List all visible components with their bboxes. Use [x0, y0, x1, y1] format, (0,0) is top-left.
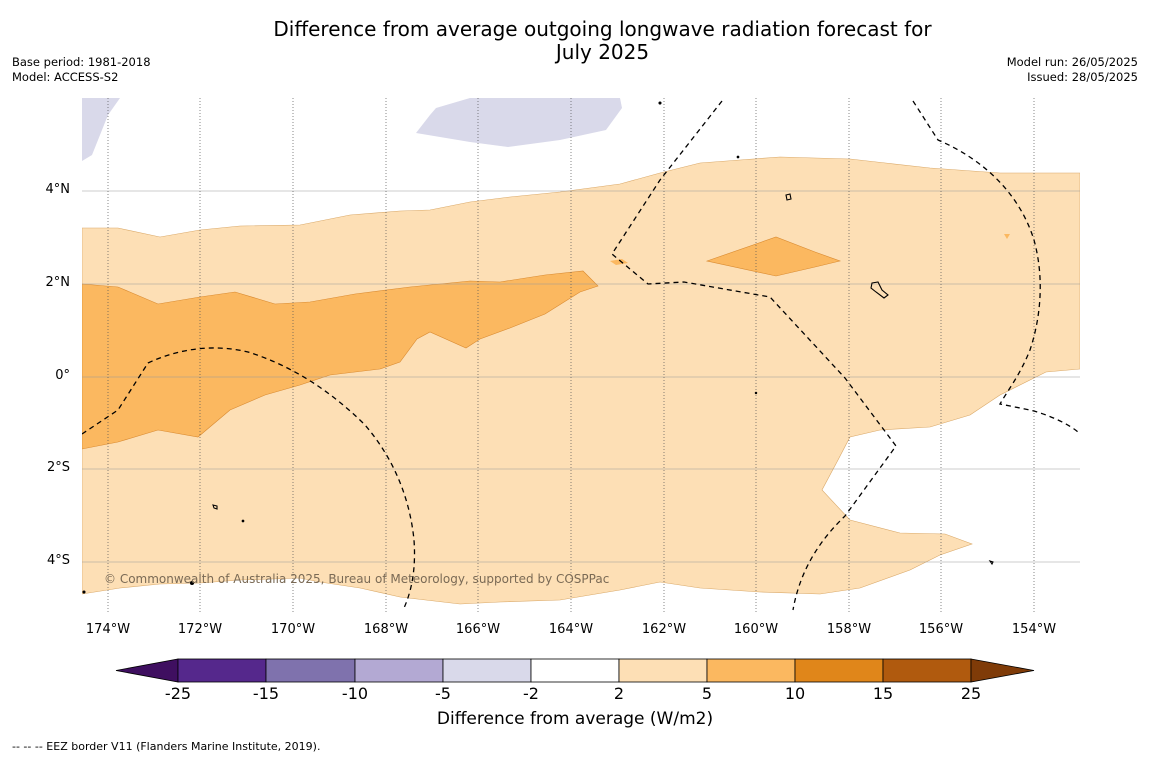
region-2-to-5: [82, 156, 1080, 605]
longitude-label: 154°W: [1011, 622, 1057, 637]
latitude-label: 4°N: [45, 182, 71, 197]
longitude-label: 162°W: [641, 622, 687, 637]
region-5-to-10-small: [705, 236, 842, 277]
colorbar-tick-label: 10: [784, 684, 806, 703]
meta-left: Base period: 1981-2018 Model: ACCESS-S2: [12, 55, 151, 85]
region-5-to-10-dot: [610, 259, 628, 265]
island: [736, 155, 740, 159]
latitude-label: 2°S: [46, 460, 70, 475]
title-line-1: Difference from average outgoing longwav…: [273, 17, 932, 41]
region-neg5-to-neg2-north: [416, 98, 622, 147]
colorbar-tick-label: 5: [701, 684, 713, 703]
colorbar-tick-label: 2: [613, 684, 625, 703]
island: [754, 391, 758, 395]
colorbar-extend-high: [970, 658, 1035, 683]
longitude-label: 172°W: [177, 622, 223, 637]
colorbar: [115, 658, 1035, 683]
longitude-label: 174°W: [85, 622, 131, 637]
island: [658, 101, 662, 105]
island: [189, 580, 195, 586]
colorbar-segment: [177, 658, 267, 683]
chart-title: Difference from average outgoing longwav…: [240, 18, 965, 64]
island: [241, 519, 245, 523]
meta-right: Model run: 26/05/2025 Issued: 28/05/2025: [1007, 55, 1138, 85]
colorbar-tick-label: -25: [164, 684, 192, 703]
longitude-label: 164°W: [548, 622, 594, 637]
colorbar-tick-label: -5: [435, 684, 451, 703]
region-neg5-to-neg2-west: [82, 98, 120, 161]
latitude-label: 4°S: [46, 553, 70, 568]
model-name: Model: ACCESS-S2: [12, 70, 119, 84]
colorbar-tick-label: -15: [252, 684, 280, 703]
colorbar-tick-label: 25: [960, 684, 982, 703]
grid: [82, 98, 1080, 613]
colorbar-segment: [794, 658, 884, 683]
longitude-label: 160°W: [733, 622, 779, 637]
copyright-notice: © Commonwealth of Australia 2025, Bureau…: [104, 572, 610, 586]
longitude-label: 168°W: [363, 622, 409, 637]
title-line-2: July 2025: [555, 40, 650, 64]
colorbar-tick-label: -10: [341, 684, 369, 703]
eez-border-line: [611, 100, 897, 611]
colorbar-extend-low: [115, 658, 179, 683]
eez-border-line: [912, 100, 1079, 433]
region-5-to-10-dot-east: [1004, 234, 1010, 239]
colorbar-segment: [530, 658, 620, 683]
longitude-label: 156°W: [918, 622, 964, 637]
island: [988, 559, 994, 566]
islands: [82, 101, 994, 594]
latitude-label: 0°: [55, 368, 70, 383]
colorbar-tick-label: -2: [523, 684, 539, 703]
colorbar-tick-label: 15: [872, 684, 894, 703]
island: [870, 281, 889, 299]
colorbar-segment: [706, 658, 796, 683]
longitude-label: 158°W: [826, 622, 872, 637]
colorbar-segment: [442, 658, 532, 683]
colorbar-segment: [882, 658, 972, 683]
latitude-label: 2°N: [45, 275, 71, 290]
map-area: [82, 98, 1080, 605]
region-5-to-10: [82, 270, 599, 450]
eez-footnote: -- -- -- EEZ border V11 (Flanders Marine…: [12, 740, 321, 753]
island: [212, 504, 218, 510]
eez-borders: [82, 100, 1079, 611]
base-period: Base period: 1981-2018: [12, 55, 151, 69]
longitude-label: 170°W: [270, 622, 316, 637]
island: [82, 590, 86, 594]
colorbar-title: Difference from average (W/m2): [436, 709, 714, 729]
longitude-label: 166°W: [455, 622, 501, 637]
eez-border-line: [82, 347, 416, 609]
colorbar-segment: [618, 658, 708, 683]
island: [785, 193, 792, 201]
issued-date: Issued: 28/05/2025: [1027, 70, 1138, 84]
model-run: Model run: 26/05/2025: [1006, 55, 1138, 69]
colorbar-segment: [265, 658, 356, 683]
colorbar-segment: [354, 658, 444, 683]
